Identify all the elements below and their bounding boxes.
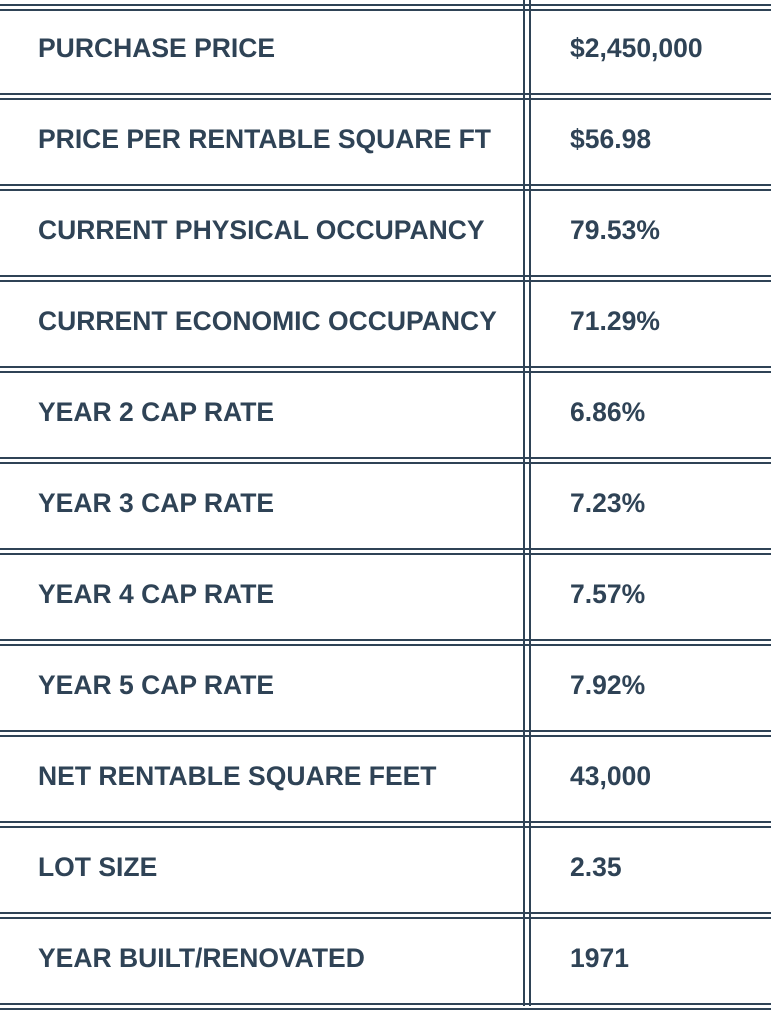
table-row: YEAR 5 CAP RATE 7.92% — [0, 642, 771, 728]
row-divider-line — [0, 639, 771, 641]
table-row: PRICE PER RENTABLE SQUARE FT $56.98 — [0, 96, 771, 182]
row-label: LOT SIZE — [38, 852, 158, 882]
row-divider-line — [0, 9, 771, 11]
row-value: $56.98 — [570, 124, 652, 154]
row-divider-line — [0, 4, 771, 6]
row-value: 6.86% — [570, 397, 646, 427]
row-value: 7.23% — [570, 488, 646, 518]
table-row: YEAR 4 CAP RATE 7.57% — [0, 551, 771, 637]
column-divider — [523, 0, 525, 1006]
row-label: YEAR 5 CAP RATE — [38, 670, 275, 700]
row-divider-line — [0, 821, 771, 823]
row-value: 1971 — [570, 943, 629, 973]
row-value: 7.57% — [570, 579, 646, 609]
row-value: 2.35 — [570, 852, 622, 882]
row-divider-line — [0, 553, 771, 555]
row-label: YEAR BUILT/RENOVATED — [38, 943, 365, 973]
row-divider-line — [0, 912, 771, 914]
row-divider-line — [0, 735, 771, 737]
row-divider-line — [0, 1008, 771, 1010]
row-divider-line — [0, 644, 771, 646]
row-label: CURRENT ECONOMIC OCCUPANCY — [38, 306, 497, 336]
row-divider-line — [0, 548, 771, 550]
row-divider-line — [0, 189, 771, 191]
table-row: LOT SIZE 2.35 — [0, 824, 771, 910]
row-label: PURCHASE PRICE — [38, 33, 276, 63]
table-row: YEAR 3 CAP RATE 7.23% — [0, 460, 771, 546]
table-row: YEAR BUILT/RENOVATED 1971 — [0, 915, 771, 1001]
table-row: YEAR 2 CAP RATE 6.86% — [0, 369, 771, 455]
row-value: 79.53% — [570, 215, 660, 245]
row-label: PRICE PER RENTABLE SQUARE FT — [38, 124, 491, 154]
row-value: $2,450,000 — [570, 33, 703, 63]
row-divider-line — [0, 730, 771, 732]
row-divider-line — [0, 371, 771, 373]
row-divider-line — [0, 98, 771, 100]
row-value: 43,000 — [570, 761, 652, 791]
row-divider-line — [0, 826, 771, 828]
row-label: YEAR 3 CAP RATE — [38, 488, 275, 518]
table-row: PURCHASE PRICE $2,450,000 — [0, 5, 771, 91]
row-divider-line — [0, 1003, 771, 1005]
row-divider-line — [0, 184, 771, 186]
row-label: CURRENT PHYSICAL OCCUPANCY — [38, 215, 485, 245]
row-divider-line — [0, 457, 771, 459]
row-divider-line — [0, 93, 771, 95]
row-divider-line — [0, 280, 771, 282]
row-label: YEAR 2 CAP RATE — [38, 397, 275, 427]
row-label: NET RENTABLE SQUARE FEET — [38, 761, 437, 791]
row-divider-line — [0, 275, 771, 277]
row-divider-line — [0, 462, 771, 464]
row-value: 7.92% — [570, 670, 646, 700]
row-label: YEAR 4 CAP RATE — [38, 579, 275, 609]
row-divider-line — [0, 917, 771, 919]
row-value: 71.29% — [570, 306, 660, 336]
table-row: CURRENT PHYSICAL OCCUPANCY 79.53% — [0, 187, 771, 273]
row-divider-line — [0, 366, 771, 368]
table-row: CURRENT ECONOMIC OCCUPANCY 71.29% — [0, 278, 771, 364]
column-divider — [529, 0, 531, 1006]
table-row: NET RENTABLE SQUARE FEET 43,000 — [0, 733, 771, 819]
